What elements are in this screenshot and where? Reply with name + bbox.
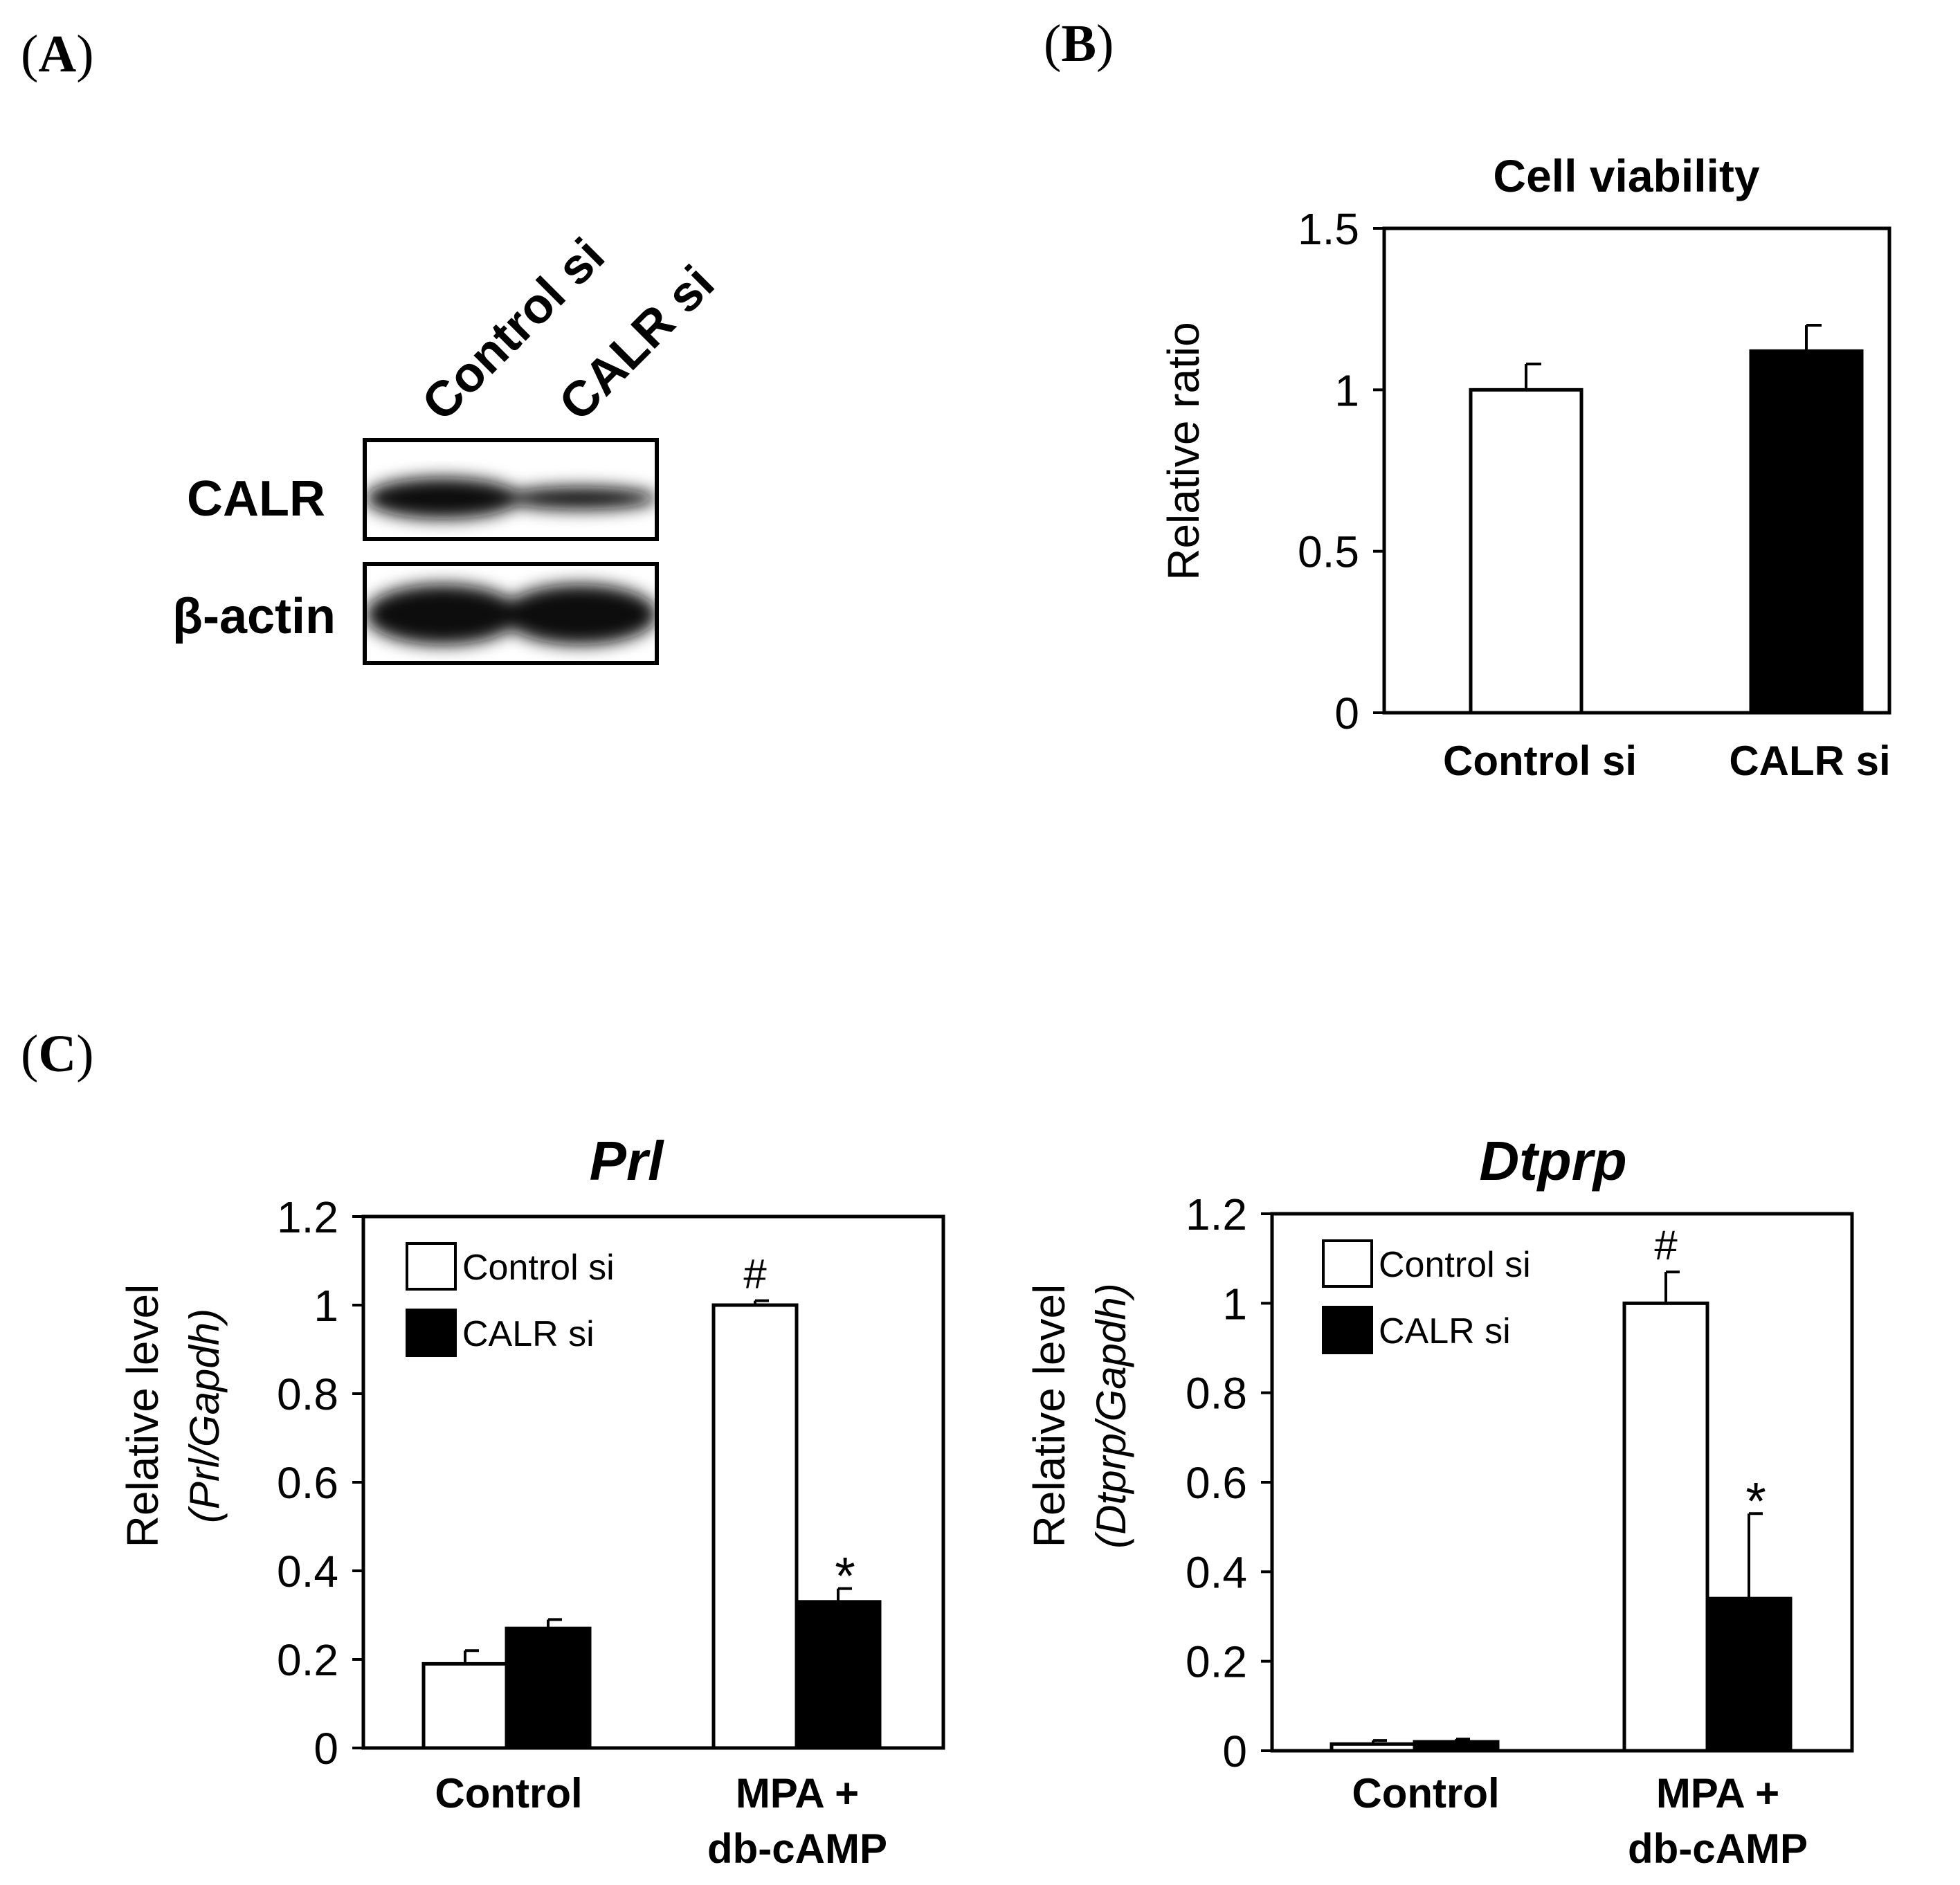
blot-band <box>502 584 657 645</box>
plot-frame <box>1382 226 1891 715</box>
blot-band <box>365 584 520 645</box>
x-tick-label: Control <box>435 1770 582 1816</box>
y-tick-label: 0.4 <box>277 1547 338 1596</box>
y-tick-label: 0.8 <box>277 1369 338 1419</box>
y-tick-label: 1.2 <box>277 1192 338 1242</box>
x-tick-label: db-cAMP <box>707 1825 887 1872</box>
y-tick-label: 0.8 <box>1186 1369 1247 1419</box>
significance-mark: # <box>1654 1222 1678 1268</box>
y-axis-label-line2: (Dtprp/Gapdh) <box>1088 1283 1134 1549</box>
y-tick-label: 0 <box>1334 689 1359 738</box>
y-tick-label: 0.6 <box>277 1458 338 1508</box>
y-axis-label-line2: (Prl/Gapdh) <box>181 1309 228 1523</box>
significance-mark: # <box>743 1251 767 1297</box>
blot-border-calr <box>363 438 659 541</box>
panel-label-b: (B) <box>1044 15 1114 73</box>
panel-label-a: (A) <box>21 25 94 83</box>
chart-dtprp: Dtprp Relative level (Dtprp/Gapdh) 0 0.2 0… <box>1024 1130 1854 1872</box>
y-tick-label: 1 <box>314 1281 338 1331</box>
chart-cell-viability: Cell viability Relative ratio 0 0.5 1 1.5 C… <box>1159 150 1891 784</box>
legend-swatch <box>1322 1306 1373 1354</box>
bar <box>711 1303 799 1750</box>
y-axis-label-line1: Relative level <box>1024 1284 1074 1548</box>
y-tick-label: 1 <box>1222 1279 1247 1329</box>
blot-border-actin <box>363 562 659 665</box>
y-tick-label: 0 <box>1222 1727 1247 1776</box>
significance-mark: * <box>1745 1472 1766 1531</box>
y-tick-label: 0.4 <box>1186 1547 1247 1597</box>
y-axis-label-line1: Relative level <box>118 1284 167 1548</box>
bar <box>795 1600 882 1750</box>
legend-swatch <box>406 1309 457 1357</box>
x-tick-label: MPA + <box>736 1770 859 1816</box>
panel-label-c: (C) <box>21 1025 94 1083</box>
x-tick-label: db-cAMP <box>1628 1825 1808 1872</box>
y-tick-label: 0 <box>314 1724 338 1774</box>
legend-swatch <box>1322 1239 1373 1288</box>
bar <box>505 1626 592 1750</box>
bar <box>1622 1301 1709 1753</box>
legend-label: CALR si <box>1379 1311 1511 1351</box>
bar <box>1469 388 1584 715</box>
chart-title: Prl <box>590 1130 664 1192</box>
y-tick-label: 1 <box>1334 365 1359 415</box>
x-tick-label: MPA + <box>1656 1770 1779 1816</box>
bar <box>421 1661 509 1750</box>
x-tick-label: Control <box>1352 1770 1499 1816</box>
chart-title: Cell viability <box>1493 150 1759 201</box>
blot-row-label-calr: CALR <box>187 471 325 527</box>
y-tick-label: 1.2 <box>1186 1190 1247 1239</box>
y-tick-label: 0.5 <box>1298 527 1359 577</box>
western-blot: Control si CALR si CALR β-actin <box>172 228 725 665</box>
y-axis-label: Relative ratio <box>1159 322 1208 581</box>
bar <box>1705 1596 1793 1753</box>
y-tick-label: 0.6 <box>1186 1458 1247 1508</box>
blot-row-label-actin: β-actin <box>172 589 336 644</box>
y-tick-label: 1.5 <box>1298 204 1359 254</box>
y-tick-label: 0.2 <box>277 1635 338 1685</box>
x-tick-label: Control si <box>1443 738 1637 784</box>
bar <box>1749 349 1864 715</box>
legend-label: Control si <box>462 1248 615 1288</box>
chart-title: Dtprp <box>1479 1130 1626 1192</box>
legend-label: CALR si <box>462 1314 595 1354</box>
chart-prl: Prl Relative level (Prl/Gapdh) 0 0.2 0.4 0.… <box>118 1130 945 1872</box>
bar <box>1330 1742 1417 1753</box>
blot-band <box>365 477 520 519</box>
bar <box>1413 1740 1500 1753</box>
legend-label: Control si <box>1379 1245 1531 1285</box>
y-tick-label: 0.2 <box>1186 1637 1247 1687</box>
legend-swatch <box>406 1242 457 1291</box>
blot-band <box>502 486 657 510</box>
x-tick-label: CALR si <box>1729 738 1890 784</box>
significance-mark: * <box>835 1547 855 1606</box>
